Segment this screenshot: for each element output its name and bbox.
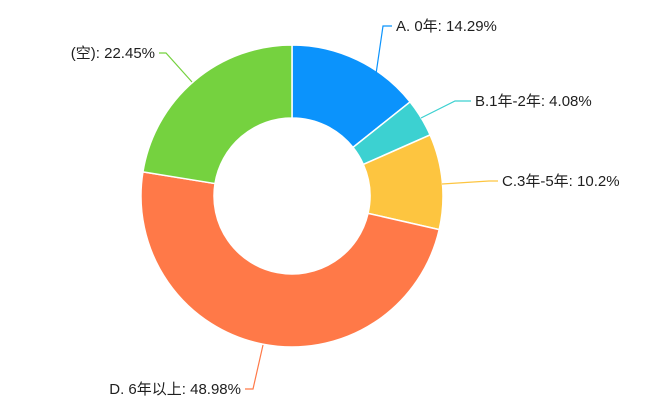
slice-label-d: D. 6年以上: 48.98%	[109, 381, 241, 398]
leader-line-b	[420, 100, 471, 119]
slice-empty[interactable]	[142, 44, 293, 185]
leader-line-a	[375, 25, 392, 75]
slice-label-b: B.1年-2年: 4.08%	[475, 93, 592, 110]
leader-line-d	[245, 344, 264, 390]
leader-line-empty	[159, 52, 193, 83]
leaders-layer	[159, 25, 498, 390]
labels-layer: A. 0年: 14.29% B.1年-2年: 4.08% C.3年-5年: 10.2…	[71, 18, 620, 398]
slice-label-c: C.3年-5年: 10.2%	[502, 173, 620, 190]
leader-line-c	[441, 180, 498, 185]
slice-label-a: A. 0年: 14.29%	[396, 18, 497, 35]
slices-layer	[140, 44, 444, 348]
slice-d[interactable]	[140, 171, 441, 348]
slice-label-empty: (空): 22.45%	[71, 45, 155, 62]
